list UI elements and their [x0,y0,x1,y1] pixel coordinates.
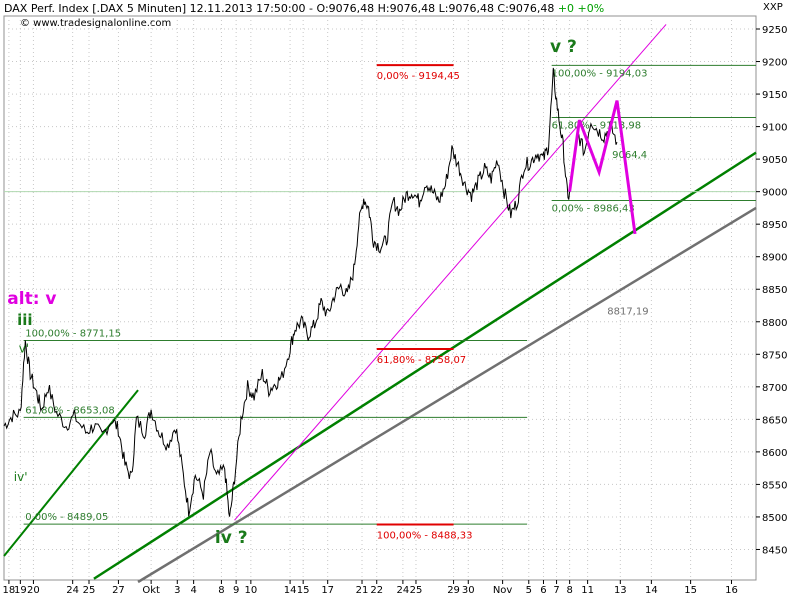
y-tick-label: 8450 [762,545,787,556]
wave-label: alt: v [7,289,56,309]
y-tick-label: 9000 [762,188,787,199]
y-tick-label: 9200 [762,58,787,69]
y-tick-label: 8950 [762,220,787,231]
fib-right-label: 100,00% - 9194,03 [552,68,648,79]
y-tick-label: 9250 [762,25,787,36]
x-tick-label: 8 [566,585,572,596]
y-tick-label: 8900 [762,253,787,264]
x-tick-label: 10 [244,585,257,596]
x-tick-label: 15 [297,585,310,596]
channel-line-magenta [234,24,667,521]
chart-header-change: +0 +0% [557,2,605,15]
x-tick-label: 25 [410,585,423,596]
plot-frame [3,15,757,581]
watermark: © www.tradesignalonline.com [20,18,172,29]
fib-mid-label: 0,00% - 9194,45 [377,71,460,82]
x-tick-label: 19 [14,585,27,596]
x-tick-label: 24 [397,585,410,596]
x-tick-label: 4 [190,585,196,596]
y-tick-label: 8650 [762,415,787,426]
x-tick-label: 29 [447,585,460,596]
x-tick-label: 6 [540,585,546,596]
level-label: 9064,4 [612,150,647,161]
x-tick-label: 3 [174,585,180,596]
fib-right-label: 0,00% - 8986,43 [552,203,635,214]
x-tick-label: 18 [3,585,16,596]
x-tick-label: 9 [233,585,239,596]
chart-header: DAX Perf. Index [.DAX 5 Minuten] 12.11.2… [4,2,604,15]
x-tick-label: 17 [321,585,334,596]
y-tick-label: 8700 [762,383,787,394]
forecast-path [568,100,637,235]
y-tick-label: 8800 [762,318,787,329]
fib-left-label: 0,00% - 8489,05 [25,512,108,523]
fib-mid-label: 100,00% - 8488,33 [377,531,473,542]
fib-mid-label: 61,80% - 8758,07 [377,355,466,366]
x-tick-label: 24 [66,585,79,596]
x-tick-label: 5 [526,585,532,596]
wave-label: v' [19,341,29,355]
wave-label: iii [17,311,32,329]
wave-label: iv ? [215,528,248,548]
y-tick-label: 8850 [762,285,787,296]
x-tick-label: 20 [27,585,40,596]
y-tick-label: 8600 [762,448,787,459]
chart-header-info: DAX Perf. Index [.DAX 5 Minuten] 12.11.2… [4,2,555,15]
y-tick-label: 8500 [762,513,787,524]
x-tick-label: 21 [356,585,369,596]
wave-label: v ? [550,37,577,57]
trendline-value-label: 8817,19 [607,307,648,318]
axis-symbol: XXP [763,2,783,13]
y-tick-label: 9150 [762,90,787,101]
x-tick-label: Okt [142,585,160,596]
x-tick-label: 22 [370,585,383,596]
y-tick-label: 9100 [762,123,787,134]
fib-left-label: 100,00% - 8771,15 [25,329,121,340]
fib-right-label: 61,80% - 9113,98 [552,121,641,132]
y-tick-label: 9050 [762,155,787,166]
support-trendline-green [93,151,757,580]
x-tick-label: 7 [553,585,559,596]
y-tick-label: 8750 [762,350,787,361]
x-tick-label: 15 [684,585,697,596]
x-tick-label: 8 [218,585,224,596]
x-tick-label: 13 [614,585,627,596]
price-series-line [3,67,618,517]
wave-label: iv' [14,470,28,484]
x-tick-label: 27 [112,585,125,596]
x-tick-label: 11 [581,585,594,596]
x-tick-label: 16 [725,585,738,596]
x-tick-label: Nov [493,585,513,596]
x-tick-label: 25 [83,585,96,596]
support-trendline-gray [137,206,757,584]
x-tick-label: 14 [645,585,658,596]
x-tick-label: 14 [284,585,297,596]
x-tick-label: 30 [462,585,475,596]
y-tick-label: 8550 [762,480,787,491]
fib-left-label: 61,80% - 8653,08 [25,405,114,416]
